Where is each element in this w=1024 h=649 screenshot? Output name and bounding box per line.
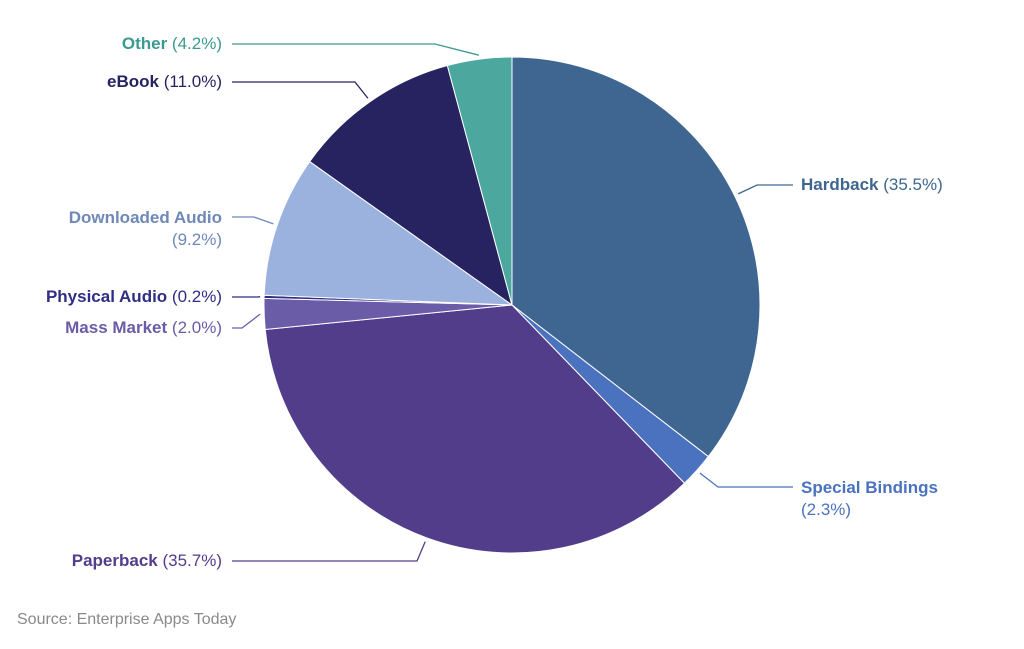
- leader-line: [232, 541, 426, 562]
- label-paperback: Paperback (35.7%): [71, 551, 222, 570]
- pie-slice-paperback: [264, 304, 686, 554]
- label-mass-market: Mass Market (2.0%): [65, 318, 222, 337]
- label-hardback: Hardback (35.5%): [801, 175, 943, 194]
- label-ebook: eBook (11.0%): [107, 72, 222, 91]
- leader-line: [232, 313, 261, 329]
- label-downloaded-audio: Downloaded Audio (9.2%): [68, 208, 222, 249]
- label-special-bindings: Special Bindings (2.3%): [801, 478, 938, 519]
- label-other: Other (4.2%): [121, 34, 222, 53]
- leader-line: [232, 216, 274, 225]
- source-note: Source: Enterprise Apps Today: [17, 611, 237, 628]
- leader-line: [232, 81, 369, 99]
- label-physical-audio: Physical Audio (0.2%): [45, 287, 222, 306]
- pie-slice-downloaded-audio: [263, 160, 514, 306]
- leader-line: [699, 472, 793, 488]
- pie-slice-ebook: [308, 64, 513, 307]
- pie-slice-other: [446, 56, 513, 306]
- pie-slice-hardback: [511, 56, 761, 458]
- leader-line: [737, 184, 793, 195]
- leader-line: [232, 43, 480, 56]
